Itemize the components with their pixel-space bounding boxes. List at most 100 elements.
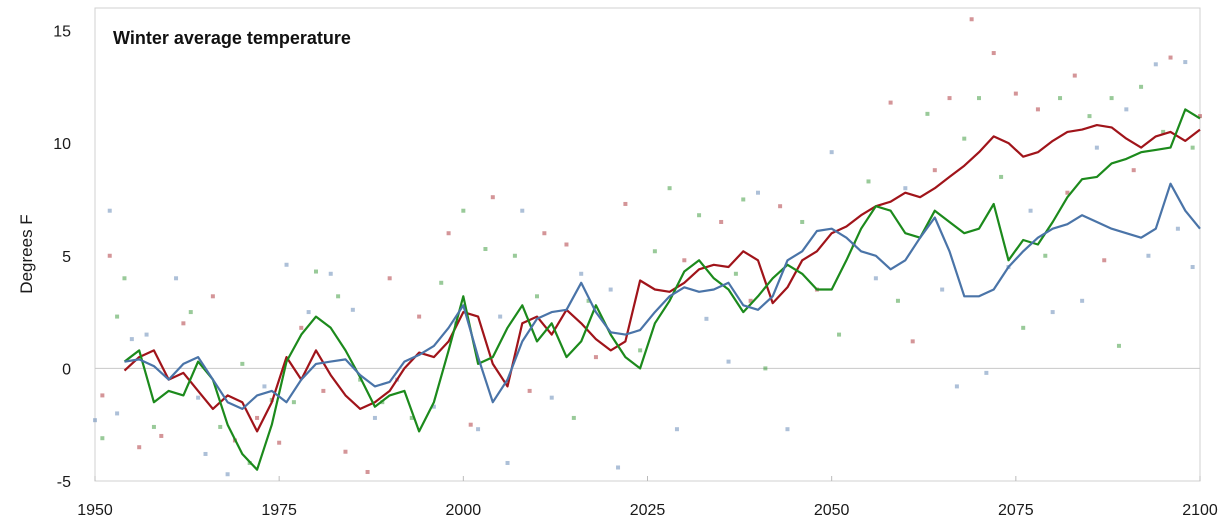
scatter-point xyxy=(748,298,753,303)
scatter-point xyxy=(284,262,289,267)
scatter-point xyxy=(947,96,952,101)
scatter-point xyxy=(107,208,112,213)
scatter-point xyxy=(321,388,326,393)
scatter-point xyxy=(682,258,687,263)
y-tick-label: -5 xyxy=(57,474,71,491)
scatter-point xyxy=(1058,96,1063,101)
y-tick-label: 15 xyxy=(53,24,71,41)
series-line-2 xyxy=(123,108,1201,471)
scatter-point xyxy=(115,411,120,416)
scatter-point xyxy=(542,231,547,236)
scatter-point xyxy=(188,310,193,315)
scatter-point xyxy=(638,348,643,353)
scatter-point xyxy=(446,231,451,236)
scatter-point xyxy=(704,316,709,321)
scatter-point xyxy=(778,204,783,209)
series-line-3 xyxy=(124,182,1201,410)
scatter-point xyxy=(571,415,576,420)
scatter-point xyxy=(932,168,937,173)
scatter-point xyxy=(954,384,959,389)
scatter-point xyxy=(616,465,621,470)
scatter-point xyxy=(1190,145,1195,150)
scatter-point xyxy=(984,370,989,375)
x-tick-label: 1950 xyxy=(77,502,113,519)
scatter-point xyxy=(365,469,370,474)
running-average-lines xyxy=(123,108,1201,471)
scatter-point xyxy=(652,249,657,254)
scatter-point xyxy=(100,393,105,398)
scatter-point xyxy=(837,332,842,337)
scatter-point xyxy=(314,269,318,274)
scatter-point xyxy=(490,195,495,200)
scatter-point xyxy=(1161,129,1166,134)
scatter-point xyxy=(1087,114,1092,119)
scatter-point xyxy=(1146,253,1151,258)
series-line-1 xyxy=(123,124,1201,433)
scatter-point xyxy=(262,384,267,389)
scatter-point xyxy=(925,111,930,116)
scatter-point xyxy=(903,186,908,191)
scatter-point xyxy=(151,424,156,429)
scatter-point xyxy=(512,253,517,258)
scatter-point xyxy=(505,460,510,465)
scatter-point xyxy=(417,314,422,319)
scatter-point xyxy=(328,271,333,276)
scatter-point xyxy=(756,190,760,195)
scatter-point xyxy=(476,427,481,432)
scatter-point xyxy=(1035,107,1040,112)
scatter-point xyxy=(667,186,672,191)
scatter-point xyxy=(1028,208,1033,213)
scatter-point xyxy=(785,427,790,432)
scatter-point xyxy=(1072,73,1077,78)
scatter-point xyxy=(107,253,112,258)
scatter-point xyxy=(829,150,834,155)
scatter-point xyxy=(461,208,466,213)
scatter-point xyxy=(122,276,127,281)
scatter-point xyxy=(1139,84,1144,89)
scatter-point xyxy=(240,361,245,366)
scatter-point xyxy=(962,136,967,141)
scatter-point xyxy=(895,298,900,303)
scatter-point xyxy=(1116,343,1121,348)
scatter-point xyxy=(1175,226,1180,231)
scatter-point xyxy=(210,294,215,299)
scatter-point xyxy=(977,96,981,101)
scatter-point xyxy=(1050,310,1055,315)
x-tick-label: 2025 xyxy=(630,502,666,519)
scatter-point xyxy=(1190,265,1195,270)
scatter-point xyxy=(719,219,724,224)
scatter-point xyxy=(137,445,142,450)
x-tick-label: 1975 xyxy=(261,502,297,519)
scatter-point xyxy=(1153,62,1158,67)
y-axis: -5 0 5 10 15 xyxy=(53,24,71,491)
scatter-point xyxy=(763,366,768,371)
scatter-point xyxy=(291,400,296,405)
scatter-point xyxy=(498,314,503,319)
scatter-point xyxy=(1043,253,1048,258)
scatter-point xyxy=(1021,325,1026,330)
scatter-point xyxy=(873,276,878,281)
scatter-point xyxy=(586,298,591,303)
scatter-point xyxy=(1013,91,1018,96)
scatter-point xyxy=(468,422,473,427)
scatter-point xyxy=(203,451,208,456)
scatter-point xyxy=(343,449,348,454)
scatter-point xyxy=(431,404,436,409)
scatter-point xyxy=(579,271,584,276)
scatter-point xyxy=(115,314,120,319)
scatter-point xyxy=(100,436,105,441)
scatter-point xyxy=(991,51,996,56)
scatter-point xyxy=(174,276,179,281)
scatter-point xyxy=(225,472,230,477)
scatter-point xyxy=(306,310,311,315)
scatter-point xyxy=(674,427,679,432)
scatter-point xyxy=(593,355,598,360)
scatter-point xyxy=(969,17,974,22)
scatter-point xyxy=(159,433,164,438)
scatter-point xyxy=(1094,145,1099,150)
x-tick-label: 2075 xyxy=(998,502,1034,519)
scatter-point xyxy=(1102,258,1107,263)
scatter-point xyxy=(1168,55,1173,60)
scatter-point xyxy=(527,388,532,393)
